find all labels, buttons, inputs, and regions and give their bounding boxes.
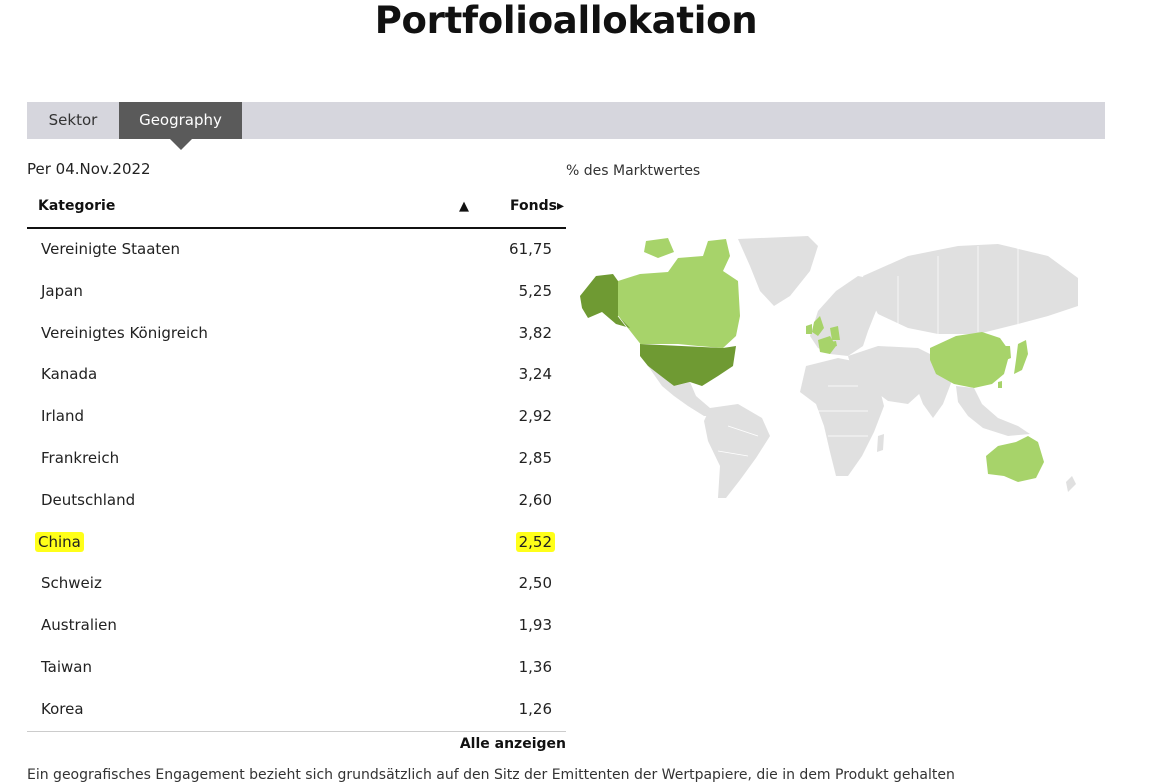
show-all-link[interactable]: Alle anzeigen <box>459 735 566 752</box>
tab-geography-label: Geography <box>139 111 222 129</box>
map-germany[interactable] <box>830 326 840 340</box>
table-row: Australien 1,93 <box>27 605 566 647</box>
row-fund-value: 3,82 <box>518 323 552 342</box>
map-alaska[interactable] <box>580 274 630 328</box>
map-china[interactable] <box>930 332 1010 388</box>
row-fund-value: 5,25 <box>518 281 552 300</box>
footnote: Ein geografisches Engagement bezieht sic… <box>27 767 955 783</box>
world-map <box>580 236 1078 498</box>
row-category: Irland <box>41 407 84 426</box>
table-row: China 2,52 <box>27 522 566 564</box>
row-category: Australien <box>41 616 117 635</box>
map-uk[interactable] <box>812 316 824 336</box>
row-fund-value: 61,75 <box>509 240 552 258</box>
map-middle-east <box>848 346 934 404</box>
table-row: Irland 2,92 <box>27 396 566 438</box>
active-tab-pointer-icon <box>169 139 192 150</box>
row-fund-value: 2,92 <box>518 407 552 426</box>
map-borders <box>617 246 1019 457</box>
map-new-zealand <box>1066 476 1076 492</box>
table-row: Deutschland 2,60 <box>27 480 566 522</box>
map-australia[interactable] <box>986 436 1044 482</box>
row-fund-value: 1,26 <box>518 699 552 718</box>
as-of-date: Per 04.Nov.2022 <box>27 160 151 178</box>
row-category: Frankreich <box>41 448 120 467</box>
row-fund-value: 2,60 <box>518 490 552 509</box>
table-row: Kanada 3,24 <box>27 354 566 396</box>
row-category: Schweiz <box>41 574 102 593</box>
row-category: Kanada <box>41 365 98 384</box>
row-fund-value: 2,85 <box>518 448 552 467</box>
table-row: Vereinigte Staaten 61,75 <box>27 229 566 271</box>
row-category: Deutschland <box>41 490 136 509</box>
column-header-fund[interactable]: Fonds▸ <box>510 198 564 214</box>
row-category: Japan <box>41 281 83 300</box>
row-fund-value: 2,50 <box>518 574 552 593</box>
map-europe <box>810 276 878 356</box>
tab-sektor[interactable]: Sektor <box>48 111 98 129</box>
table-footer: Alle anzeigen <box>27 730 566 762</box>
allocation-table: Kategorie ▲ Fonds▸ Vereinigte Staaten 61,… <box>27 188 566 762</box>
map-usa[interactable] <box>640 344 736 386</box>
table-row: Japan 5,25 <box>27 271 566 313</box>
map-madagascar <box>877 434 884 452</box>
table-row: Frankreich 2,85 <box>27 438 566 480</box>
map-canada-islands <box>644 238 674 258</box>
column-header-category: Kategorie <box>38 198 116 214</box>
map-ireland[interactable] <box>806 324 812 334</box>
map-taiwan[interactable] <box>998 381 1002 388</box>
tab-bar: Sektor Geography <box>27 102 1105 150</box>
row-category: Vereinigtes Königreich <box>41 323 208 342</box>
tab-geography[interactable]: Geography <box>119 102 242 150</box>
map-southeast-asia <box>956 386 1030 436</box>
page-title: Portfolioallokation <box>374 0 758 42</box>
map-switzerland[interactable] <box>830 341 837 347</box>
table-row: Vereinigtes Königreich 3,82 <box>27 313 566 355</box>
map-korea[interactable] <box>1004 346 1011 360</box>
map-south-america <box>704 404 770 498</box>
table-body: Vereinigte Staaten 61,75 Japan 5,25 Vereinig… <box>27 229 566 731</box>
row-fund-value: 1,36 <box>518 657 552 676</box>
row-fund-value: 3,24 <box>518 365 552 384</box>
map-mexico <box>648 366 718 416</box>
map-africa <box>800 358 884 476</box>
table-row: Schweiz 2,50 <box>27 563 566 605</box>
map-greenland <box>738 236 818 306</box>
row-category: Vereinigte Staaten <box>41 240 181 258</box>
row-category: Korea <box>41 699 84 718</box>
map-caption: % des Marktwertes <box>566 163 701 179</box>
row-fund-value: 1,93 <box>518 616 552 635</box>
row-category: China <box>35 531 84 552</box>
row-category: Taiwan <box>41 657 93 676</box>
table-row: Taiwan 1,36 <box>27 647 566 689</box>
map-japan[interactable] <box>1014 340 1028 374</box>
table-row: Korea 1,26 <box>27 689 566 731</box>
row-fund-value: 2,52 <box>515 531 555 552</box>
map-canada[interactable] <box>618 239 740 348</box>
sort-asc-icon[interactable]: ▲ <box>459 199 469 214</box>
table-header: Kategorie ▲ Fonds▸ <box>27 188 566 229</box>
map-france[interactable] <box>818 336 836 354</box>
map-russia <box>863 244 1078 334</box>
